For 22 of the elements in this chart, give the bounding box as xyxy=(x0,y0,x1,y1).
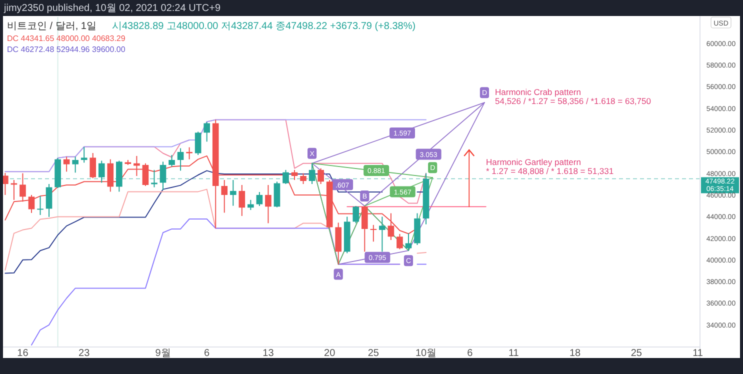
chart-title: 비트코인 / 달러, 1일 xyxy=(7,21,96,32)
annotation: Harmonic Crab pattern xyxy=(495,87,582,97)
x-tick-label: 6 xyxy=(204,348,210,359)
x-tick-label: 25 xyxy=(630,348,642,359)
annotation: * 1.27 = 48,808 / * 1.618 = 51,331 xyxy=(486,166,614,176)
x-tick-label: 16 xyxy=(17,348,29,359)
x-tick-label: 25 xyxy=(368,348,380,359)
x-tick-label: 20 xyxy=(324,348,336,359)
annotation: Harmonic Gartley pattern xyxy=(486,157,582,167)
x-tick-label: 11 xyxy=(692,348,704,359)
chart-subtitle: 시43828.89 고48000.00 저43287.44 종47498.22 +3673.79 (+8.38%) xyxy=(112,21,416,32)
annotation: DC 46272.48 52944.96 39600.00 xyxy=(7,45,126,54)
x-tick-label: 10월 xyxy=(415,348,437,359)
annotation: 54,526 / *1.27 = 58,356 / *1.618 = 63,750 xyxy=(495,96,652,106)
x-tick-label: 18 xyxy=(570,348,582,359)
text: jimy2350 published, 10월 02, 2021 02:24 UTC+9 xyxy=(3,3,221,14)
x-tick-label: 13 xyxy=(262,348,274,359)
x-tick-label: 11 xyxy=(508,348,520,359)
x-tick-label: 9월 xyxy=(155,348,171,359)
annotation: DC 44341.65 48000.00 40683.29 xyxy=(7,34,126,43)
x-tick-label: 23 xyxy=(78,348,90,359)
x-tick-label: 6 xyxy=(467,348,474,359)
